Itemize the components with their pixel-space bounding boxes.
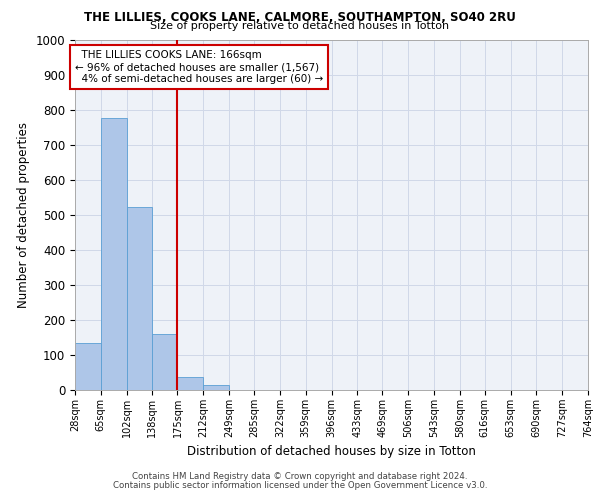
Text: THE LILLIES COOKS LANE: 166sqm
← 96% of detached houses are smaller (1,567)
  4%: THE LILLIES COOKS LANE: 166sqm ← 96% of … xyxy=(75,50,323,84)
Text: Contains public sector information licensed under the Open Government Licence v3: Contains public sector information licen… xyxy=(113,481,487,490)
Text: THE LILLIES, COOKS LANE, CALMORE, SOUTHAMPTON, SO40 2RU: THE LILLIES, COOKS LANE, CALMORE, SOUTHA… xyxy=(84,11,516,24)
Y-axis label: Number of detached properties: Number of detached properties xyxy=(17,122,30,308)
Bar xyxy=(152,334,178,390)
Text: Size of property relative to detached houses in Totton: Size of property relative to detached ho… xyxy=(151,21,449,31)
X-axis label: Distribution of detached houses by size in Totton: Distribution of detached houses by size … xyxy=(187,446,476,458)
Bar xyxy=(75,344,101,390)
Bar xyxy=(203,385,229,390)
Text: Contains HM Land Registry data © Crown copyright and database right 2024.: Contains HM Land Registry data © Crown c… xyxy=(132,472,468,481)
Bar xyxy=(127,206,152,390)
Bar xyxy=(178,377,203,390)
Bar xyxy=(101,118,127,390)
